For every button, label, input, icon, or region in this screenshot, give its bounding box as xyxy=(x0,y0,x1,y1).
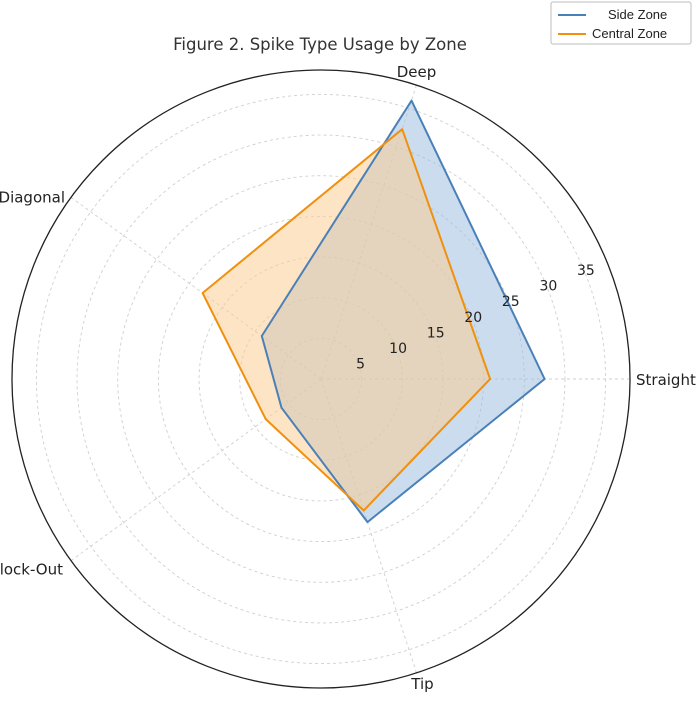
grid-ring-30 xyxy=(76,134,566,624)
series-layer xyxy=(201,99,546,524)
series-fill-1 xyxy=(202,129,491,511)
axis-label-straight: Straight xyxy=(636,371,696,389)
axis-label-tip: Tip xyxy=(410,675,433,693)
r-tick-label: 35 xyxy=(577,263,595,279)
series-line-1 xyxy=(201,128,492,512)
axis-label-diagonal: Diagonal xyxy=(0,188,65,206)
axis-label-block-out: Block-Out xyxy=(0,561,63,579)
legend-label-1: Central Zone xyxy=(592,26,667,41)
legend-label-0: Side Zone xyxy=(608,7,667,22)
r-tick-label: 10 xyxy=(389,341,407,357)
chart-title: Figure 2. Spike Type Usage by Zone xyxy=(173,35,467,54)
r-tick-label: 20 xyxy=(464,310,482,326)
legend: Side Zone Central Zone xyxy=(550,1,692,45)
r-tick-label: 25 xyxy=(502,294,520,310)
axis-label-deep: Deep xyxy=(397,63,437,81)
r-tick-label: 5 xyxy=(356,356,365,372)
axis-labels: 5 10 15 20 25 30 35 Straight Deep Diagonal Block-O… xyxy=(0,63,696,693)
r-tick-label: 30 xyxy=(539,279,557,295)
outer-ring xyxy=(11,69,631,689)
series-line-0 xyxy=(260,99,546,524)
r-tick-label: 15 xyxy=(427,325,445,341)
